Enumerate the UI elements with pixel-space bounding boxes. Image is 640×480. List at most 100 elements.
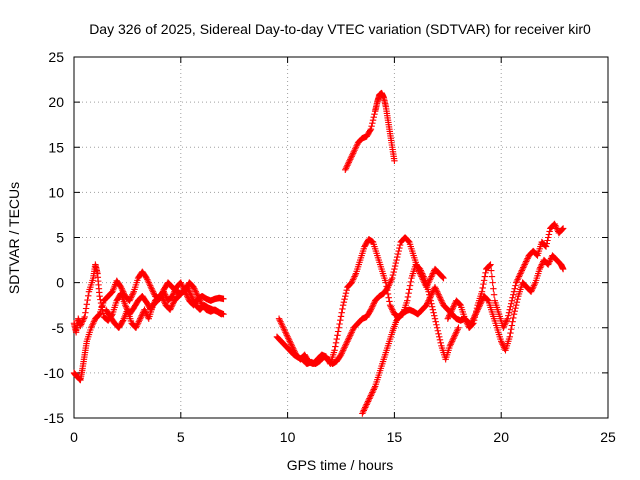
data-point	[81, 313, 88, 321]
data-point	[507, 326, 515, 333]
data-point	[392, 259, 400, 267]
data-point	[191, 286, 199, 294]
x-tick-label: 5	[177, 429, 185, 445]
data-point	[500, 323, 508, 330]
data-point	[406, 282, 414, 289]
data-point	[531, 280, 538, 288]
data-point	[504, 315, 511, 322]
data-point	[424, 298, 432, 306]
data-point	[345, 335, 353, 342]
data-point	[275, 315, 283, 322]
data-point	[331, 347, 338, 354]
data-point	[283, 332, 291, 339]
data-point	[478, 288, 486, 295]
data-point	[371, 384, 378, 392]
data-point	[368, 304, 375, 312]
data-point	[451, 332, 459, 339]
data-point	[285, 336, 293, 343]
data-point	[452, 330, 459, 337]
data-point	[559, 225, 567, 232]
data-point	[501, 321, 508, 328]
data-point	[186, 288, 193, 295]
data-point	[515, 274, 522, 282]
data-point	[544, 261, 552, 268]
data-point	[189, 295, 197, 303]
data-point	[487, 261, 494, 268]
data-point	[508, 322, 516, 329]
data-point	[404, 237, 412, 244]
data-point	[344, 336, 352, 343]
data-point	[196, 295, 203, 303]
data-point	[339, 347, 347, 354]
data-point	[388, 276, 395, 283]
data-point	[510, 311, 518, 318]
data-point	[150, 289, 157, 297]
data-point	[95, 311, 103, 319]
x-tick-label: 15	[387, 429, 403, 445]
data-point	[546, 258, 553, 265]
data-point	[282, 330, 290, 337]
data-point	[143, 274, 150, 282]
data-point	[498, 339, 506, 346]
data-point	[404, 293, 412, 301]
data-point	[85, 292, 92, 300]
data-point	[528, 286, 536, 294]
data-point	[191, 285, 198, 292]
data-point	[552, 223, 560, 231]
data-point	[282, 329, 289, 336]
data-point	[169, 300, 177, 307]
data-point	[169, 292, 176, 300]
data-point	[285, 335, 292, 342]
data-point	[342, 292, 349, 300]
data-point	[362, 402, 370, 410]
data-point	[545, 231, 553, 238]
data-point	[169, 291, 177, 298]
data-point	[434, 327, 442, 334]
data-point	[391, 265, 398, 273]
data-point	[80, 316, 87, 324]
data-point	[364, 399, 371, 407]
data-point	[544, 234, 552, 241]
x-tick-label: 10	[280, 429, 296, 445]
data-point	[350, 274, 358, 282]
data-point	[350, 148, 358, 155]
data-point	[478, 298, 485, 306]
data-point	[359, 408, 367, 416]
data-point	[444, 315, 451, 322]
data-point	[159, 288, 167, 295]
data-point	[438, 297, 445, 304]
data-point	[502, 318, 510, 325]
data-point	[343, 339, 350, 346]
data-point	[144, 277, 152, 285]
data-point	[334, 332, 341, 339]
data-point	[519, 265, 526, 273]
data-point	[520, 262, 528, 270]
y-tick-labels: -15 -10 -5 0 5 10 15 20 25	[44, 49, 64, 426]
data-point	[367, 126, 375, 133]
data-point	[348, 329, 355, 336]
data-point	[337, 351, 345, 359]
data-point	[148, 285, 155, 292]
series-track-h	[468, 252, 567, 354]
data-point	[396, 241, 404, 249]
data-point	[188, 292, 195, 300]
data-point	[542, 243, 550, 250]
data-point	[386, 279, 394, 286]
data-point	[480, 277, 488, 284]
data-point	[336, 320, 343, 328]
data-point	[359, 410, 366, 417]
data-point	[462, 317, 469, 324]
data-point	[184, 283, 191, 291]
data-point	[438, 273, 446, 280]
data-point	[419, 276, 427, 283]
data-point	[512, 279, 520, 286]
data-point	[488, 267, 495, 274]
data-point	[521, 261, 528, 268]
data-point	[347, 156, 354, 163]
data-point	[511, 308, 518, 315]
data-point	[489, 279, 496, 286]
y-tick-label: 0	[56, 275, 64, 291]
data-point	[448, 306, 456, 313]
data-point	[337, 313, 345, 320]
data-point	[482, 269, 489, 277]
